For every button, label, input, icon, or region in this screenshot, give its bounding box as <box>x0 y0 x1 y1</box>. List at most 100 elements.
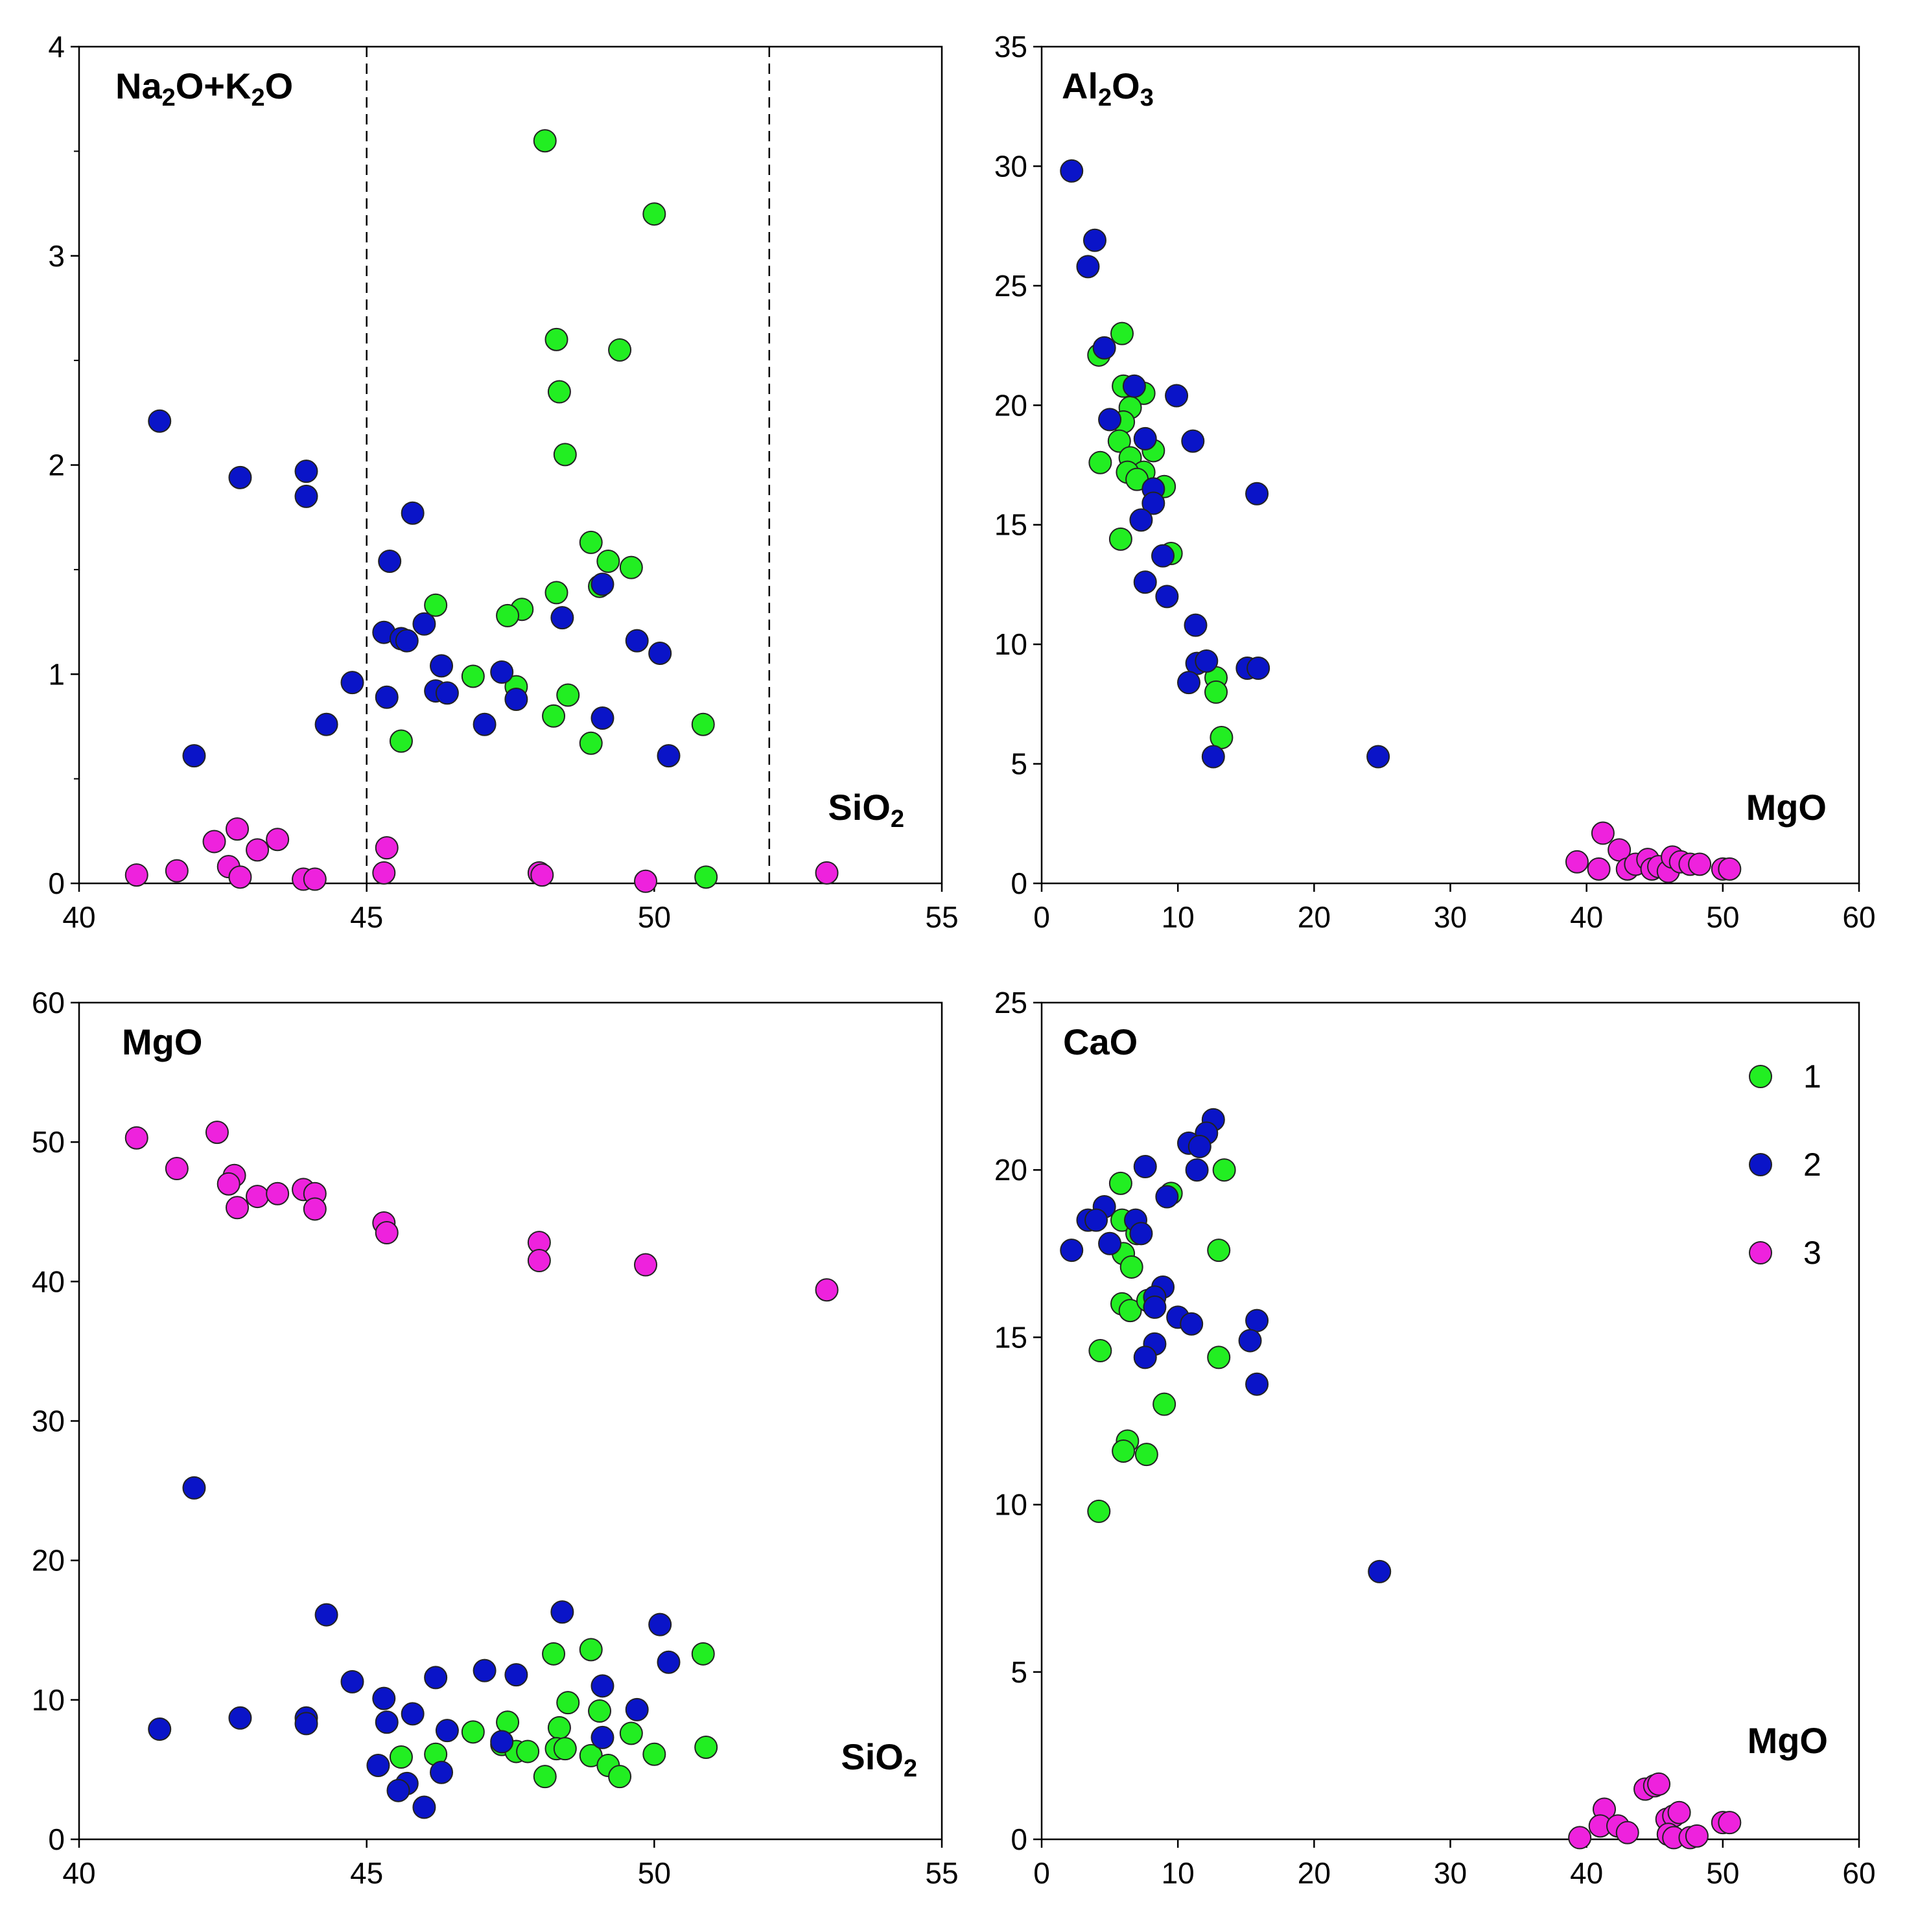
panel-title: Al2O3 <box>1062 65 1154 111</box>
data-point-group2 <box>1133 1345 1157 1369</box>
data-point-group1 <box>542 1642 566 1666</box>
y-tick-label: 2 <box>48 448 65 482</box>
y-tick-label: 30 <box>32 1404 65 1438</box>
data-point-group1 <box>1087 1499 1111 1523</box>
data-point-group1 <box>556 683 580 707</box>
data-point-group2 <box>1129 508 1153 532</box>
data-point-group1 <box>1207 1239 1231 1263</box>
data-point-group3 <box>124 1126 148 1150</box>
data-point-group2 <box>1133 1155 1157 1179</box>
data-point-group1 <box>547 1716 571 1740</box>
data-point-group3 <box>1587 857 1611 881</box>
data-point-group3 <box>1688 852 1712 876</box>
x-tick-label: 50 <box>638 900 671 934</box>
data-point-group2 <box>1185 1158 1209 1182</box>
data-point-group2 <box>1076 255 1100 279</box>
data-point-group1 <box>588 1699 612 1723</box>
chart-panel-1: 40 45 50 55 0 1 2 3 4 Na2O+K2O SiO2 <box>48 30 958 934</box>
chart-panel-2: 0 10 20 30 40 50 60 0 5 10 15 20 25 30 35 Al2O3 MgO <box>994 30 1876 934</box>
x-tick-label: 0 <box>1033 900 1050 934</box>
data-point-group2 <box>435 681 459 705</box>
y-tick-label: 0 <box>48 1822 65 1856</box>
data-point-group1 <box>596 549 620 573</box>
data-point-group3 <box>815 1278 839 1302</box>
data-point-group3 <box>303 867 327 891</box>
plot-frame <box>78 45 943 885</box>
y-tick-label: 10 <box>994 627 1027 661</box>
data-point-group3 <box>1667 1800 1691 1824</box>
data-point-group1 <box>1107 429 1131 453</box>
data-point-group1 <box>1118 1299 1142 1323</box>
y-tick-label: 20 <box>994 1153 1027 1187</box>
y-tick-label: 0 <box>1011 867 1027 900</box>
data-point-group3 <box>124 863 148 887</box>
y-tick-label: 15 <box>994 508 1027 542</box>
data-point-group1 <box>1112 1439 1136 1463</box>
data-point-group3 <box>202 830 226 854</box>
data-point-group3 <box>815 861 839 885</box>
data-point-group2 <box>294 484 318 508</box>
data-point-group1 <box>1088 450 1112 474</box>
data-point-group3 <box>303 1197 327 1221</box>
x-axis-label: SiO2 <box>841 1736 917 1782</box>
x-tick-label: 40 <box>1570 1856 1603 1890</box>
data-point-group2 <box>1245 1309 1269 1333</box>
data-point-group1 <box>608 1765 632 1789</box>
data-point-group1 <box>579 731 603 755</box>
data-point-group2 <box>591 1674 614 1698</box>
data-point-group3 <box>1718 857 1742 881</box>
data-point-group2 <box>1187 1135 1211 1159</box>
y-tick-label: 4 <box>48 30 65 64</box>
data-point-group2 <box>490 660 514 684</box>
y-tick-label: 30 <box>994 149 1027 183</box>
data-point-group2 <box>386 1778 410 1802</box>
data-point-group1 <box>553 1737 577 1761</box>
y-tick-label: 5 <box>1011 1655 1027 1689</box>
y-tick-label: 0 <box>1011 1822 1027 1856</box>
x-tick-label: 55 <box>925 900 958 934</box>
panel-title: CaO <box>1063 1021 1138 1062</box>
x-tick-label: 50 <box>638 1856 671 1890</box>
legend-label: 2 <box>1803 1146 1821 1183</box>
data-point-group3 <box>246 1185 270 1209</box>
data-point-group1 <box>544 581 568 605</box>
data-point-group1 <box>1134 1443 1158 1467</box>
data-point-group2 <box>625 1697 649 1721</box>
data-point-group2 <box>366 1753 390 1777</box>
data-point-group3 <box>216 1172 240 1196</box>
data-point-group1 <box>496 1710 520 1734</box>
data-point-group2 <box>314 712 338 736</box>
x-tick-label: 55 <box>925 1856 958 1890</box>
data-point-group1 <box>516 1740 540 1763</box>
x-tick-label: 60 <box>1842 1856 1875 1890</box>
y-tick-label: 5 <box>1011 747 1027 781</box>
data-point-group2 <box>314 1603 338 1627</box>
data-point-group3 <box>246 838 270 862</box>
data-point-group1 <box>1212 1158 1236 1182</box>
data-point-group2 <box>473 712 497 736</box>
data-point-group3 <box>372 861 396 885</box>
y-tick-label: 40 <box>32 1264 65 1298</box>
data-point-group1 <box>1204 680 1228 704</box>
x-tick-label: 20 <box>1298 1856 1331 1890</box>
data-point-group2 <box>1366 745 1390 769</box>
data-point-group2 <box>395 629 419 653</box>
data-point-group3 <box>375 836 399 860</box>
data-point-group1 <box>579 530 603 554</box>
data-point-group1 <box>694 865 718 889</box>
data-point-group2 <box>648 641 672 665</box>
panel-title: Na2O+K2O <box>115 65 293 111</box>
data-point-group2 <box>375 685 399 709</box>
data-point-group2 <box>1195 649 1219 673</box>
legend-marker-group3 <box>1749 1241 1772 1264</box>
data-point-group1 <box>461 1720 485 1744</box>
data-point-group1 <box>533 1765 557 1789</box>
y-tick-label: 20 <box>994 388 1027 422</box>
legend-label: 3 <box>1803 1235 1821 1271</box>
data-point-group2 <box>1141 491 1165 515</box>
y-tick-label: 35 <box>994 30 1027 64</box>
data-point-group2 <box>412 612 436 636</box>
legend-marker-group2 <box>1749 1153 1772 1176</box>
chart-panel-3: 40 45 50 55 0 10 20 30 40 50 60 MgO SiO2 <box>32 986 959 1890</box>
